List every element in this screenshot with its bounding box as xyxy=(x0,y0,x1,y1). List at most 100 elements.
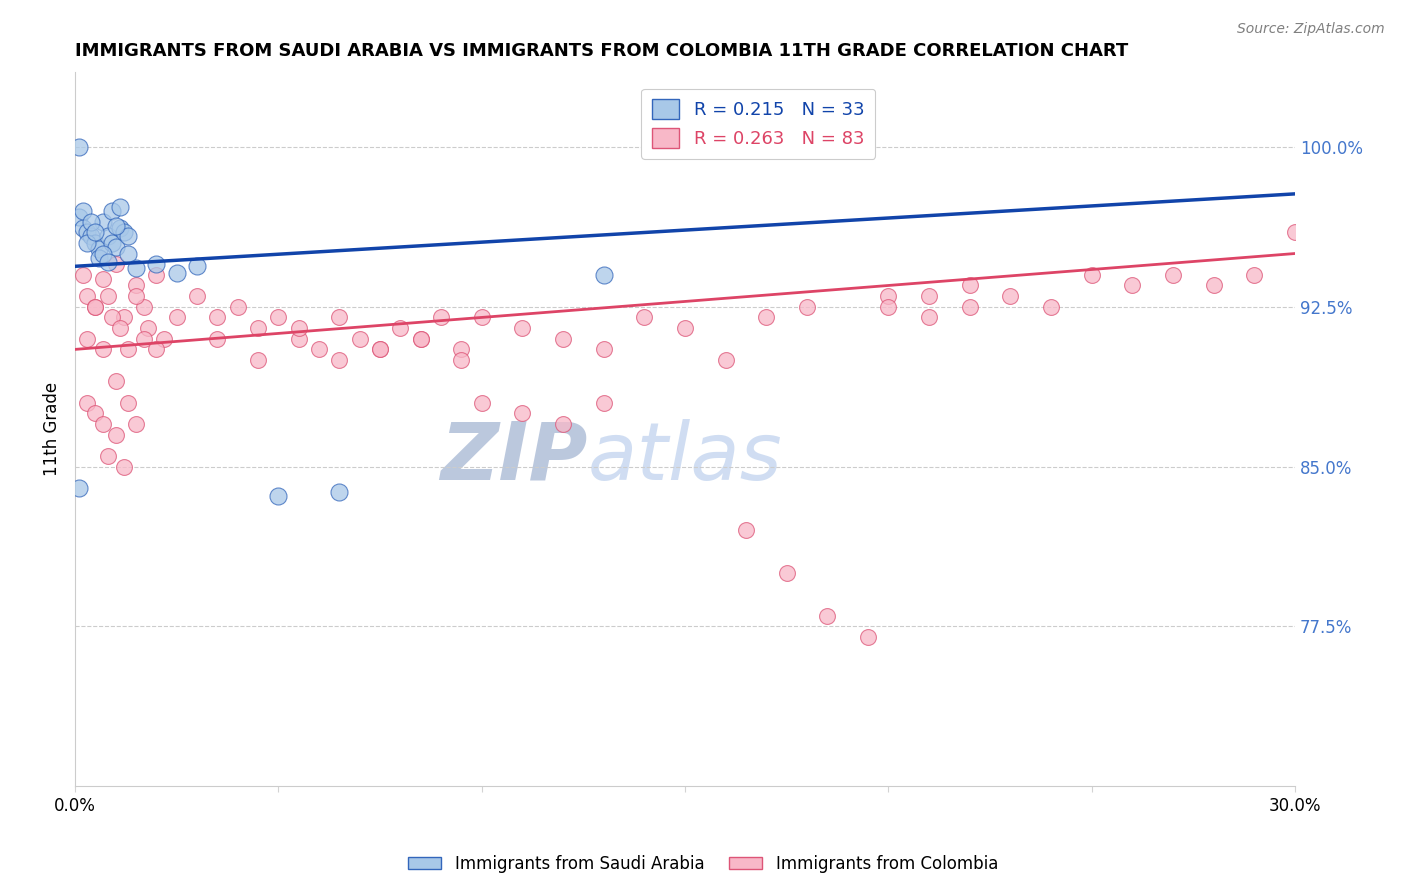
Text: atlas: atlas xyxy=(588,419,782,497)
Point xyxy=(93,214,115,228)
Point xyxy=(207,310,229,325)
Point xyxy=(84,300,107,314)
Point xyxy=(67,211,90,225)
Point xyxy=(308,343,330,357)
Point xyxy=(815,608,838,623)
Point xyxy=(877,289,900,303)
Point xyxy=(1284,225,1306,239)
Point xyxy=(117,246,139,260)
Point xyxy=(368,343,391,357)
Point xyxy=(93,272,115,286)
Point xyxy=(89,242,111,256)
Point xyxy=(349,332,371,346)
Point xyxy=(776,566,799,580)
Point xyxy=(93,343,115,357)
Point xyxy=(67,140,90,154)
Point xyxy=(153,332,176,346)
Point xyxy=(1121,278,1143,293)
Point xyxy=(409,332,432,346)
Point xyxy=(856,630,879,644)
Point xyxy=(592,343,614,357)
Point xyxy=(512,321,534,335)
Point xyxy=(84,300,107,314)
Point xyxy=(551,332,574,346)
Point xyxy=(104,257,127,271)
Point xyxy=(328,353,350,368)
Point xyxy=(125,417,148,431)
Point xyxy=(592,268,614,282)
Point xyxy=(918,289,941,303)
Point xyxy=(959,278,981,293)
Point xyxy=(104,427,127,442)
Point xyxy=(67,481,90,495)
Point xyxy=(112,225,135,239)
Point xyxy=(76,225,98,239)
Point xyxy=(104,240,127,254)
Point xyxy=(145,268,167,282)
Point xyxy=(450,353,472,368)
Point xyxy=(166,310,188,325)
Point xyxy=(714,353,737,368)
Point xyxy=(267,489,290,503)
Point xyxy=(117,395,139,409)
Point xyxy=(551,417,574,431)
Point xyxy=(108,200,131,214)
Point xyxy=(96,289,118,303)
Point xyxy=(267,310,290,325)
Point xyxy=(877,300,900,314)
Point xyxy=(96,229,118,244)
Point xyxy=(89,251,111,265)
Point xyxy=(112,459,135,474)
Text: Source: ZipAtlas.com: Source: ZipAtlas.com xyxy=(1237,22,1385,37)
Point xyxy=(755,310,778,325)
Point xyxy=(226,300,249,314)
Point xyxy=(80,229,103,244)
Point xyxy=(93,417,115,431)
Point xyxy=(108,221,131,235)
Point xyxy=(125,289,148,303)
Point xyxy=(117,343,139,357)
Point xyxy=(918,310,941,325)
Point xyxy=(430,310,453,325)
Point xyxy=(512,406,534,420)
Point xyxy=(1161,268,1184,282)
Point xyxy=(1080,268,1102,282)
Point xyxy=(1000,289,1022,303)
Point xyxy=(247,321,270,335)
Point xyxy=(389,321,412,335)
Point xyxy=(368,343,391,357)
Point xyxy=(84,235,107,250)
Point xyxy=(134,332,156,346)
Point xyxy=(76,235,98,250)
Point xyxy=(1202,278,1225,293)
Point xyxy=(166,266,188,280)
Point xyxy=(673,321,696,335)
Point xyxy=(471,395,494,409)
Point xyxy=(104,375,127,389)
Point xyxy=(93,246,115,260)
Legend: Immigrants from Saudi Arabia, Immigrants from Colombia: Immigrants from Saudi Arabia, Immigrants… xyxy=(401,848,1005,880)
Point xyxy=(134,300,156,314)
Point xyxy=(125,261,148,276)
Point xyxy=(117,229,139,244)
Point xyxy=(287,321,309,335)
Point xyxy=(76,395,98,409)
Point xyxy=(186,260,208,274)
Point xyxy=(72,221,94,235)
Point xyxy=(735,524,758,538)
Point xyxy=(72,203,94,218)
Point xyxy=(207,332,229,346)
Point xyxy=(328,485,350,500)
Point xyxy=(108,321,131,335)
Point xyxy=(96,255,118,269)
Point xyxy=(409,332,432,346)
Y-axis label: 11th Grade: 11th Grade xyxy=(44,383,60,476)
Point xyxy=(450,343,472,357)
Point xyxy=(247,353,270,368)
Point xyxy=(76,289,98,303)
Point xyxy=(84,225,107,239)
Point xyxy=(328,310,350,325)
Point xyxy=(1040,300,1063,314)
Point xyxy=(796,300,818,314)
Point xyxy=(112,310,135,325)
